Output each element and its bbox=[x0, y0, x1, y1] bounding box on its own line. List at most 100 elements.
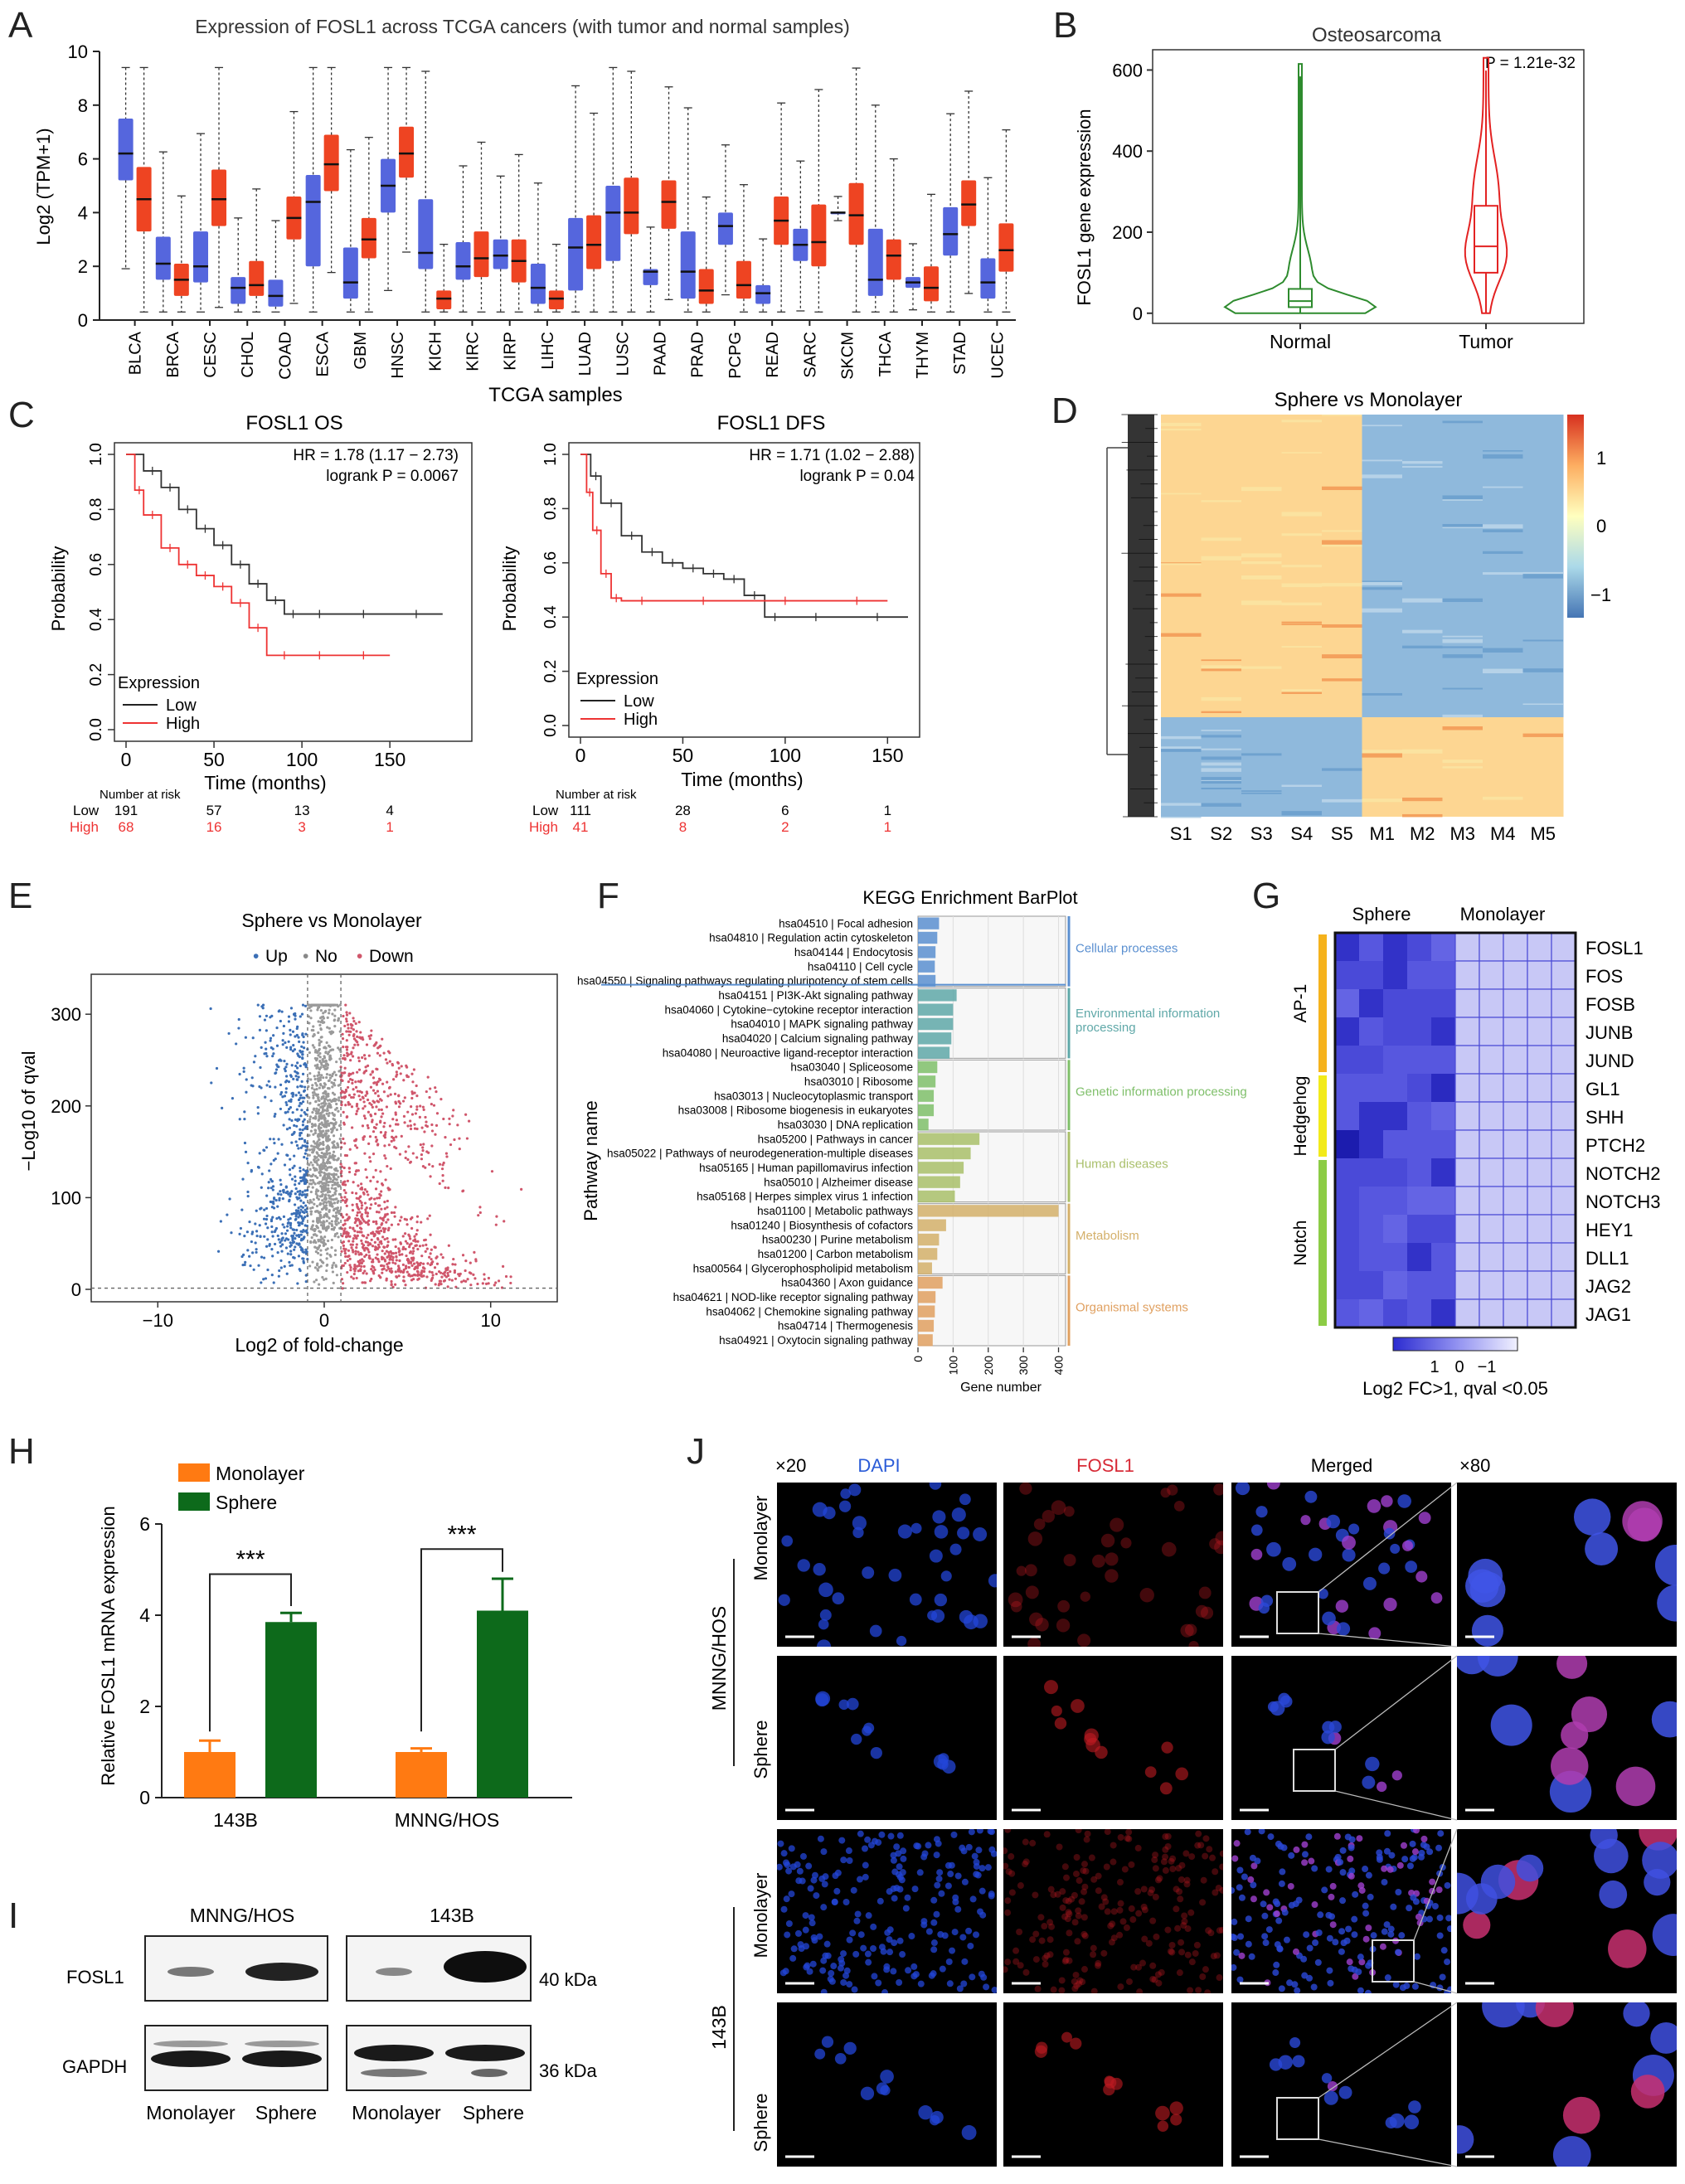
j-image-content bbox=[1008, 1483, 1223, 1647]
e-point bbox=[296, 1197, 299, 1201]
e-point bbox=[297, 1234, 300, 1237]
e-point bbox=[334, 1187, 337, 1190]
e-point bbox=[270, 1225, 274, 1229]
e-point bbox=[262, 1256, 266, 1259]
volcano-legend-up: Up bbox=[265, 947, 288, 966]
h-sig-bracket bbox=[209, 1573, 292, 1732]
e-point bbox=[313, 1155, 317, 1158]
j-cell bbox=[930, 1896, 938, 1904]
j-cell bbox=[1043, 1952, 1051, 1959]
e-point bbox=[283, 1067, 286, 1070]
e-point bbox=[250, 1240, 253, 1244]
j-cell bbox=[1406, 1862, 1414, 1870]
g-cell bbox=[1407, 1102, 1431, 1130]
e-point bbox=[354, 1085, 358, 1089]
e-point bbox=[352, 1034, 356, 1038]
j-cell bbox=[1339, 1847, 1347, 1854]
j-cell bbox=[1202, 1852, 1209, 1860]
j-cell bbox=[1405, 1560, 1417, 1573]
e-point bbox=[431, 1274, 435, 1277]
e-point bbox=[318, 1005, 321, 1009]
e-point bbox=[328, 1008, 331, 1012]
e-point bbox=[323, 1083, 328, 1086]
d-streak bbox=[1161, 633, 1202, 637]
j-cell bbox=[891, 1939, 898, 1947]
e-point bbox=[395, 1119, 399, 1122]
j-cell bbox=[862, 1566, 875, 1580]
e-point bbox=[330, 1227, 333, 1231]
j-cell bbox=[1400, 1842, 1407, 1849]
e-point bbox=[477, 1214, 480, 1217]
e-point bbox=[320, 1162, 323, 1166]
e-point bbox=[345, 1039, 348, 1042]
j-cell bbox=[967, 1942, 974, 1949]
j-cell bbox=[917, 1980, 925, 1987]
e-point bbox=[441, 1179, 444, 1182]
g-cell bbox=[1359, 1187, 1383, 1215]
e-point bbox=[338, 1083, 342, 1086]
e-point bbox=[328, 1056, 332, 1059]
e-point bbox=[255, 1230, 259, 1233]
j-cell bbox=[1003, 1847, 1008, 1855]
e-point bbox=[474, 1258, 478, 1261]
e-point bbox=[421, 1149, 425, 1153]
d-streak bbox=[1322, 678, 1362, 682]
e-point bbox=[350, 1246, 353, 1250]
e-point bbox=[446, 1266, 449, 1269]
e-point bbox=[345, 1204, 348, 1207]
e-point bbox=[315, 1145, 318, 1149]
e-point bbox=[420, 1158, 424, 1161]
g-cell bbox=[1359, 961, 1383, 989]
e-point bbox=[333, 1201, 337, 1205]
e-point bbox=[328, 1161, 332, 1165]
e-point bbox=[287, 1221, 290, 1225]
e-point bbox=[442, 1117, 445, 1121]
d-streak bbox=[1281, 583, 1322, 588]
e-point bbox=[279, 1266, 283, 1269]
j-cell bbox=[1158, 1968, 1165, 1976]
e-point bbox=[371, 1130, 376, 1133]
e-point bbox=[272, 1281, 275, 1284]
e-point bbox=[285, 1229, 289, 1232]
km-ytick-label: 0.4 bbox=[87, 608, 105, 631]
j-cell bbox=[1117, 1833, 1124, 1841]
g-cell bbox=[1503, 960, 1528, 990]
e-point bbox=[321, 1221, 324, 1225]
a-xtick-label: SKCM bbox=[839, 332, 857, 380]
e-point bbox=[333, 1122, 336, 1125]
e-point bbox=[478, 1206, 482, 1209]
e-point bbox=[351, 1203, 354, 1206]
e-point bbox=[352, 1095, 355, 1099]
e-point bbox=[299, 1101, 302, 1105]
e-point bbox=[334, 1168, 337, 1172]
e-point bbox=[448, 1117, 451, 1120]
e-point bbox=[381, 1226, 385, 1230]
j-cell bbox=[1088, 1854, 1095, 1861]
e-point bbox=[395, 1275, 399, 1279]
j-cell bbox=[888, 1568, 902, 1582]
j-cell bbox=[899, 1951, 906, 1958]
j-cell bbox=[1161, 1741, 1173, 1754]
e-point bbox=[300, 1045, 303, 1048]
e-point bbox=[377, 1077, 381, 1080]
e-point bbox=[354, 1219, 357, 1223]
d-streak bbox=[1442, 495, 1483, 500]
e-point bbox=[301, 1191, 304, 1194]
j-cell bbox=[1062, 1897, 1070, 1905]
e-point bbox=[259, 1065, 262, 1070]
j-cell bbox=[1074, 1938, 1081, 1945]
e-point bbox=[376, 1051, 380, 1055]
e-point bbox=[321, 1177, 324, 1181]
d-streak bbox=[1161, 563, 1202, 565]
e-point bbox=[243, 1118, 246, 1121]
km-risk-high: 3 bbox=[298, 819, 305, 835]
e-point bbox=[309, 1175, 313, 1178]
e-point bbox=[309, 1210, 313, 1213]
e-point bbox=[383, 1121, 386, 1125]
e-point bbox=[418, 1115, 421, 1119]
e-point bbox=[288, 1126, 292, 1129]
e-point bbox=[337, 1005, 340, 1008]
j-cell bbox=[794, 1861, 801, 1868]
j-cell bbox=[939, 1965, 946, 1973]
e-point bbox=[341, 1282, 345, 1285]
